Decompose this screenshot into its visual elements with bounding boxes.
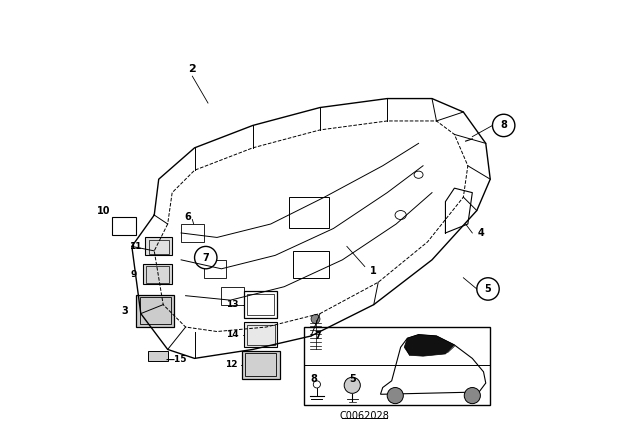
Bar [145,237,172,255]
Bar [244,353,276,376]
Bar [244,291,278,318]
Bar [146,266,168,283]
Bar [221,287,244,305]
Text: 5: 5 [484,284,492,294]
Text: C0062028: C0062028 [340,411,390,421]
Bar [140,297,172,324]
Circle shape [311,314,320,323]
Text: 6: 6 [184,212,191,222]
Text: 7: 7 [202,253,209,263]
Bar [112,217,136,235]
Circle shape [387,388,403,404]
Text: 14: 14 [227,330,239,339]
Circle shape [195,246,217,269]
Bar [248,294,275,315]
Bar [136,295,175,327]
Bar [204,260,226,278]
Bar [143,264,172,284]
Bar [181,224,204,242]
Text: 3: 3 [122,306,129,316]
Circle shape [477,278,499,300]
Text: 13: 13 [227,300,239,309]
Polygon shape [404,335,454,356]
Text: 8: 8 [500,121,507,130]
Bar [244,322,278,347]
Text: —15: —15 [165,355,187,364]
Bar [149,240,168,254]
Bar [148,351,168,361]
Text: 2: 2 [188,65,196,74]
Circle shape [344,377,360,393]
Text: 8: 8 [311,374,317,383]
Bar [305,327,490,405]
Text: 10: 10 [97,206,111,215]
Circle shape [464,388,481,404]
Text: 12: 12 [225,360,237,369]
Text: 9: 9 [131,270,137,279]
Bar [242,351,280,379]
Circle shape [493,114,515,137]
Text: 1: 1 [371,266,377,276]
Text: 7: 7 [314,331,321,341]
Text: 5: 5 [349,374,356,383]
Bar [246,325,275,345]
Text: 4: 4 [478,228,484,238]
Text: 11: 11 [129,242,141,251]
